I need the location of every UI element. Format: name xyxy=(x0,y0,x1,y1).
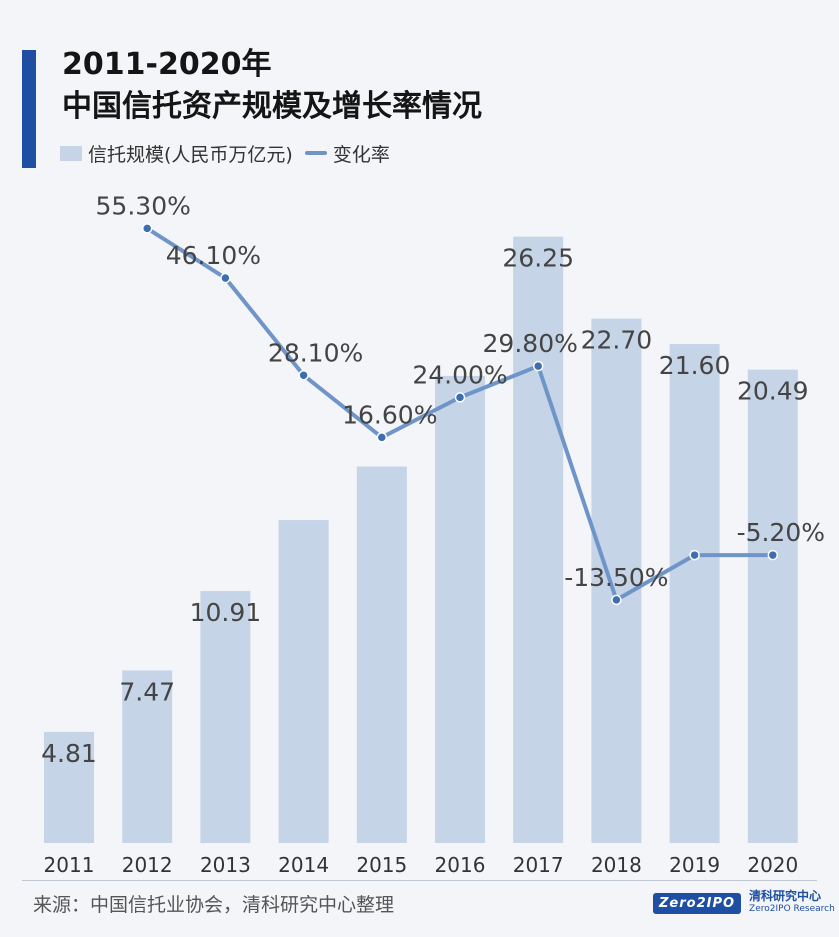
chart-title: 2011-2020年 中国信托资产规模及增长率情况 xyxy=(62,44,482,128)
bar xyxy=(435,375,485,843)
rate-point xyxy=(298,370,309,381)
title-line-1: 2011-2020年 xyxy=(62,47,272,82)
x-tick-label: 2020 xyxy=(747,853,798,877)
rate-value-label: 29.80% xyxy=(483,329,578,358)
x-tick-label: 2018 xyxy=(591,853,642,877)
legend: 信托规模(人民币万亿元) 变化率 xyxy=(60,139,390,167)
rate-value-label: -13.50% xyxy=(564,563,668,592)
logo-en: Zero2IPO Research xyxy=(749,904,835,914)
bar xyxy=(44,731,94,843)
legend-line-label: 变化率 xyxy=(332,143,390,166)
x-tick-label: 2013 xyxy=(200,853,251,877)
bar xyxy=(122,670,173,843)
bar-value-label: 26.25 xyxy=(502,244,574,273)
bar-value-label: 7.47 xyxy=(119,677,175,706)
rate-point xyxy=(532,360,544,372)
title-accent-bar xyxy=(22,50,36,168)
legend-bar-swatch xyxy=(60,145,82,161)
x-tick-label: 2015 xyxy=(356,853,407,877)
rate-value-label: 28.10% xyxy=(268,338,363,367)
bar xyxy=(200,590,251,843)
bar-value-label: 10.91 xyxy=(190,598,262,627)
rate-value-label: 24.00% xyxy=(412,360,507,389)
bar xyxy=(591,318,642,843)
bar xyxy=(669,344,720,843)
logo-badge: Zero2IPO xyxy=(653,892,742,914)
legend-line-swatch xyxy=(304,151,327,155)
rate-value-label: -5.20% xyxy=(737,518,825,547)
legend-bar-label: 信托规模(人民币万亿元) xyxy=(88,143,293,166)
rate-point xyxy=(454,392,466,403)
rate-point xyxy=(141,223,153,234)
x-tick-label: 2014 xyxy=(278,853,329,877)
bar-value-label: 21.60 xyxy=(659,351,731,380)
bar-value-label: 22.70 xyxy=(581,326,653,355)
rate-point xyxy=(220,272,231,284)
bar xyxy=(747,369,798,843)
bar xyxy=(356,466,407,843)
x-tick-label: 2017 xyxy=(513,853,564,877)
x-tick-label: 2019 xyxy=(669,853,720,877)
bar xyxy=(278,520,329,843)
rate-point xyxy=(689,549,700,561)
x-tick-label: 2016 xyxy=(435,853,486,877)
bar xyxy=(513,236,564,843)
x-tick-label: 2011 xyxy=(44,853,95,877)
bar-value-label: 4.81 xyxy=(41,739,97,768)
logo: Zero2IPO 清科研究中心 Zero2IPO Research xyxy=(653,890,835,916)
rate-value-label: 16.60% xyxy=(342,400,437,429)
footer-divider xyxy=(22,880,817,881)
bar-value-label: 20.49 xyxy=(737,377,809,406)
rate-point xyxy=(767,549,779,561)
logo-text: 清科研究中心 Zero2IPO Research xyxy=(749,890,835,916)
rate-value-label: 46.10% xyxy=(166,241,261,270)
rate-point xyxy=(376,432,388,443)
title-line-2: 中国信托资产规模及增长率情况 xyxy=(62,89,482,124)
rate-value-label: 55.30% xyxy=(96,191,191,220)
rate-point xyxy=(611,594,622,606)
logo-cn: 清科研究中心 xyxy=(749,889,822,903)
source-note: 来源：中国信托业协会，清科研究中心整理 xyxy=(33,894,395,916)
x-tick-label: 2012 xyxy=(122,853,173,877)
chart-area: 2011 2012 2013 2014 2015 2016 2017 2018 2019 2020… xyxy=(41,191,825,877)
